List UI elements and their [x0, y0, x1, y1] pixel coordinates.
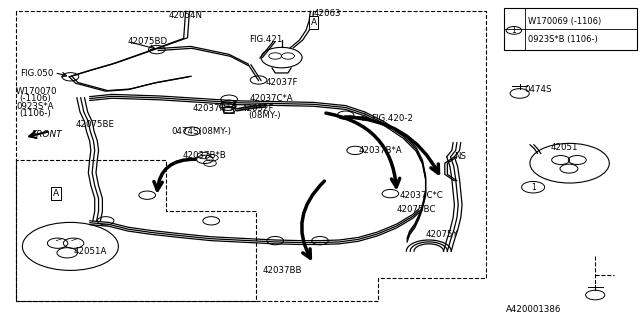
Text: (08MY-): (08MY-) [248, 111, 281, 120]
Text: FIG.050: FIG.050 [20, 69, 54, 78]
Text: FIG.420-2: FIG.420-2 [371, 114, 413, 123]
Text: 42063: 42063 [314, 9, 341, 18]
Text: FRONT: FRONT [32, 130, 63, 139]
Text: W170069 (-1106): W170069 (-1106) [528, 17, 601, 26]
Text: 42037B*B: 42037B*B [182, 151, 226, 160]
Text: 42051A: 42051A [74, 247, 107, 256]
Bar [504, 8, 637, 50]
Text: 1: 1 [511, 26, 516, 35]
Text: 1: 1 [531, 183, 536, 192]
Text: 42037BB: 42037BB [262, 266, 302, 275]
Text: NS: NS [454, 152, 467, 161]
Text: 42075BC: 42075BC [397, 205, 436, 214]
Text: 42075BD: 42075BD [128, 37, 168, 46]
Text: 42075Y: 42075Y [426, 230, 458, 239]
Text: 42037B*A: 42037B*A [358, 146, 402, 155]
Text: W170070: W170070 [16, 87, 58, 96]
Text: 0923S*B (1106-): 0923S*B (1106-) [528, 35, 598, 44]
Text: FIG.421: FIG.421 [250, 35, 283, 44]
Text: 42037F: 42037F [266, 78, 298, 87]
Text: (-1106): (-1106) [19, 94, 51, 103]
Text: 0474S(08MY-): 0474S(08MY-) [172, 127, 232, 136]
Text: 42051: 42051 [550, 143, 578, 152]
Text: 42037C*C: 42037C*C [400, 191, 444, 200]
Text: A420001386: A420001386 [506, 305, 561, 314]
Text: 0923S*A: 0923S*A [16, 102, 54, 111]
Text: A: A [53, 189, 60, 198]
Text: 42054N: 42054N [168, 12, 203, 20]
Text: A: A [310, 18, 317, 27]
Text: 42052F: 42052F [242, 104, 275, 113]
Text: 0474S: 0474S [525, 85, 552, 94]
Text: (1106-): (1106-) [19, 109, 51, 118]
Text: 42037H*A: 42037H*A [193, 104, 237, 113]
Text: 42075BE: 42075BE [76, 120, 115, 129]
Text: 42037C*A: 42037C*A [250, 94, 293, 103]
